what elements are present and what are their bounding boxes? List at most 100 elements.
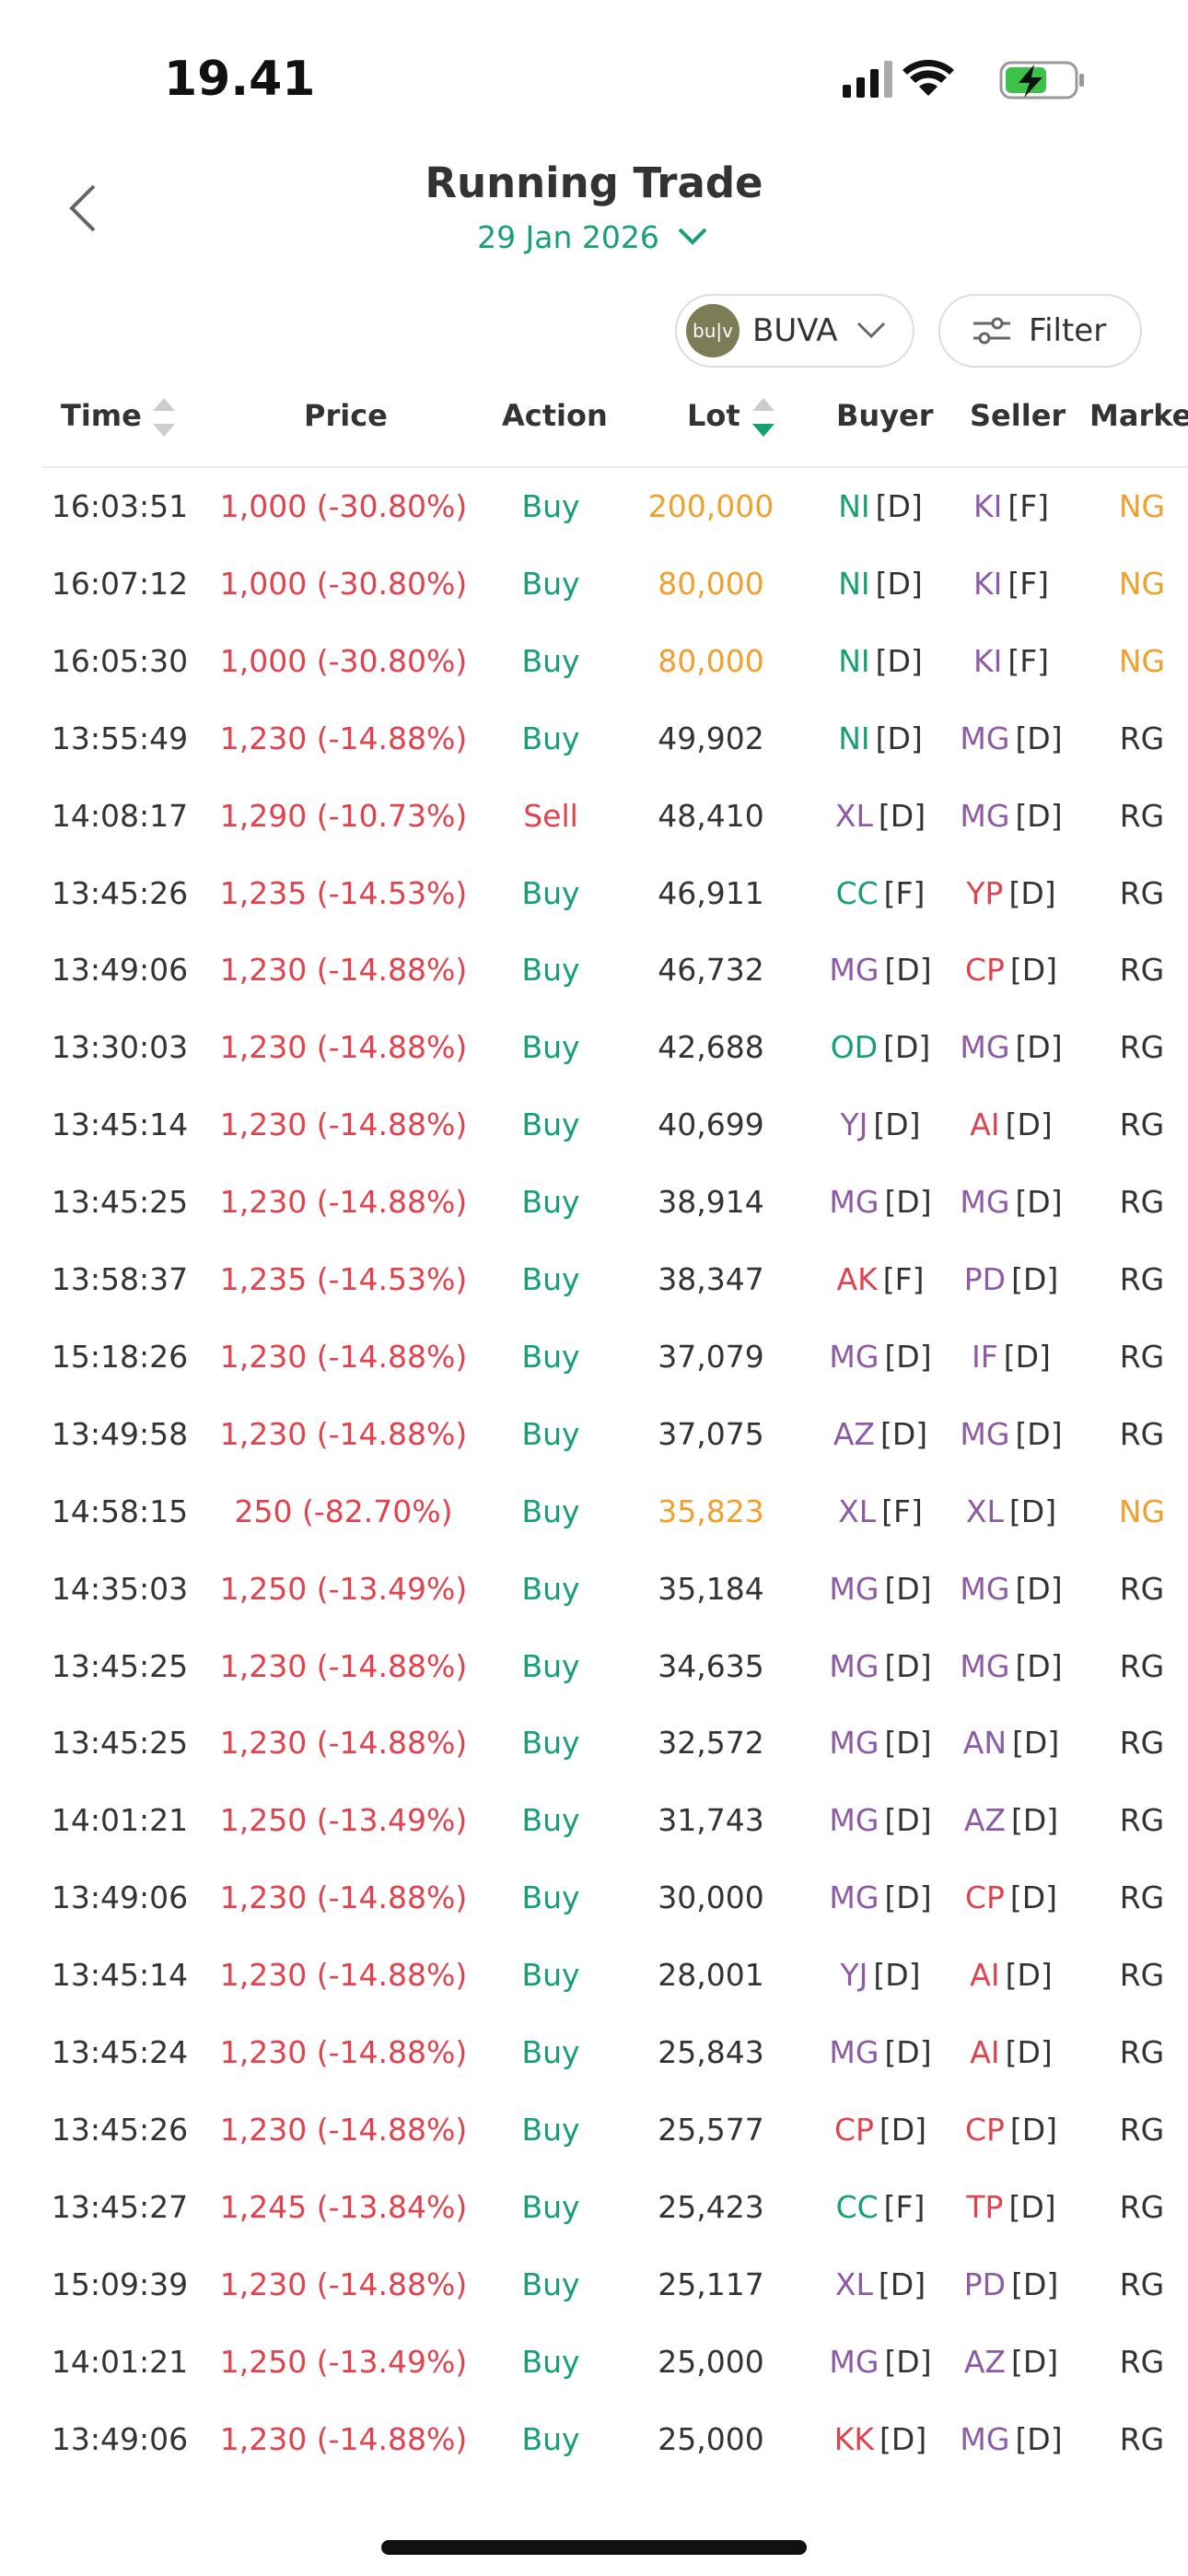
lot-cell: 38,914 (658, 1184, 764, 1221)
seller-cell: CP [D] (965, 952, 1057, 988)
page-title: Running Trade (425, 158, 763, 207)
lot-cell: 42,688 (658, 1029, 764, 1066)
broker-code: MG (829, 1184, 879, 1221)
filter-button[interactable]: Filter (938, 294, 1142, 368)
broker-code: AZ (963, 1802, 1007, 1839)
time-cell: 13:49:06 (51, 1879, 189, 1916)
stock-logo: bu|v (686, 304, 740, 357)
broker-code: KK (833, 2420, 875, 2457)
investor-type: [D] (879, 2420, 927, 2457)
column-header: Buyer (836, 398, 934, 433)
lot-cell: 46,911 (658, 874, 764, 911)
price-cell: 1,000 (-30.80%) (219, 488, 468, 524)
market-cell: RG (1119, 1415, 1165, 1452)
seller-cell: AZ [D] (964, 1802, 1058, 1838)
buyer-cell: YJ [D] (840, 1957, 920, 1993)
action-cell: Buy (521, 1415, 580, 1452)
buyer-cell: XL [D] (835, 798, 926, 834)
investor-type: [D] (1011, 2343, 1059, 2380)
time-cell: 14:35:03 (51, 1570, 189, 1607)
buyer-cell: OD [D] (831, 1029, 931, 1065)
action-cell: Buy (521, 1725, 580, 1762)
chevron (856, 322, 885, 339)
buyer-cell: NI [D] (838, 643, 923, 679)
market-cell: RG (1119, 1802, 1165, 1839)
price-cell: 1,230 (-14.88%) (219, 1107, 468, 1143)
investor-type: [D] (1012, 1725, 1060, 1762)
investor-type: [D] (884, 952, 932, 989)
time-cell: 13:45:27 (51, 2188, 189, 2225)
market-cell: RG (1119, 2343, 1165, 2380)
column-header[interactable]: Lot (687, 398, 740, 433)
market-cell: RG (1119, 1647, 1165, 1684)
investor-type: [D] (884, 1802, 932, 1839)
market-cell: RG (1119, 874, 1165, 911)
broker-code: XL (834, 2266, 873, 2302)
market-cell: RG (1119, 1261, 1165, 1297)
investor-type: [D] (878, 2266, 926, 2302)
action-cell: Buy (521, 1107, 580, 1143)
broker-code: YJ (840, 1107, 868, 1143)
status-icons (843, 59, 1084, 100)
time-cell: 14:58:15 (51, 1493, 189, 1529)
buyer-cell: XL [D] (835, 2266, 926, 2302)
investor-type: [D] (1009, 952, 1058, 989)
market-cell: NG (1118, 642, 1166, 679)
investor-type: [D] (884, 1570, 932, 1607)
column-header: Action (502, 398, 608, 433)
buyer-cell: AZ [D] (833, 1416, 927, 1452)
price-cell: 1,230 (-14.88%) (219, 2420, 468, 2457)
action-cell: Buy (521, 1647, 580, 1684)
broker-code: KI (973, 565, 1003, 602)
investor-type: [D] (884, 1184, 932, 1221)
broker-code: MG (829, 1338, 879, 1375)
broker-code: MG (829, 952, 879, 989)
buyer-cell: MG [D] (829, 1802, 931, 1838)
investor-type: [D] (880, 1415, 928, 1452)
investor-type: [D] (873, 1107, 921, 1143)
broker-code: AZ (963, 2343, 1007, 2380)
investor-type: [D] (875, 565, 923, 602)
stock-selector[interactable]: bu|v BUVA (675, 294, 914, 368)
market-cell: RG (1119, 1107, 1165, 1143)
buyer-cell: NI [D] (838, 720, 923, 756)
lot-cell: 46,732 (658, 952, 764, 989)
column-header[interactable]: Time (61, 398, 142, 433)
broker-code: MG (960, 1184, 1010, 1221)
action-cell: Buy (521, 488, 580, 524)
action-cell: Buy (521, 1570, 580, 1607)
lot-cell: 25,117 (658, 2266, 764, 2302)
date-selector[interactable]: 29 Jan 2026 (0, 219, 1188, 255)
time-cell: 13:55:49 (51, 720, 189, 756)
broker-code: YP (966, 874, 1004, 911)
column-header: Market (1089, 398, 1188, 433)
market-cell: RG (1119, 2034, 1165, 2070)
buyer-cell: MG [D] (829, 1184, 931, 1220)
broker-code: MG (960, 1029, 1010, 1066)
back-button[interactable] (64, 182, 101, 234)
seller-cell: MG [D] (960, 1571, 1062, 1607)
price-cell: 1,230 (-14.88%) (219, 2034, 468, 2070)
time-cell: 14:01:21 (51, 2343, 189, 2380)
investor-type: [F] (1007, 488, 1050, 524)
time-cell: 16:05:30 (51, 642, 189, 679)
time-cell: 16:03:51 (51, 488, 189, 524)
action-cell: Buy (521, 720, 580, 756)
market-cell: RG (1119, 1338, 1165, 1375)
price-cell: 1,000 (-30.80%) (219, 565, 468, 602)
broker-code: CP (964, 952, 1005, 989)
time-cell: 14:08:17 (51, 797, 189, 834)
broker-code: AK (836, 1261, 878, 1297)
lot-cell: 80,000 (658, 642, 764, 679)
market-cell: RG (1119, 1725, 1165, 1762)
market-cell: NG (1118, 1493, 1166, 1529)
price-cell: 1,230 (-14.88%) (219, 1338, 468, 1375)
seller-cell: MG [D] (960, 1416, 1062, 1452)
lot-cell: 28,001 (658, 1957, 764, 1994)
time-cell: 13:49:58 (51, 1415, 189, 1452)
market-cell: RG (1119, 2266, 1165, 2302)
broker-code: MG (829, 1570, 879, 1607)
market-cell: RG (1119, 952, 1165, 989)
broker-code: MG (960, 1570, 1010, 1607)
